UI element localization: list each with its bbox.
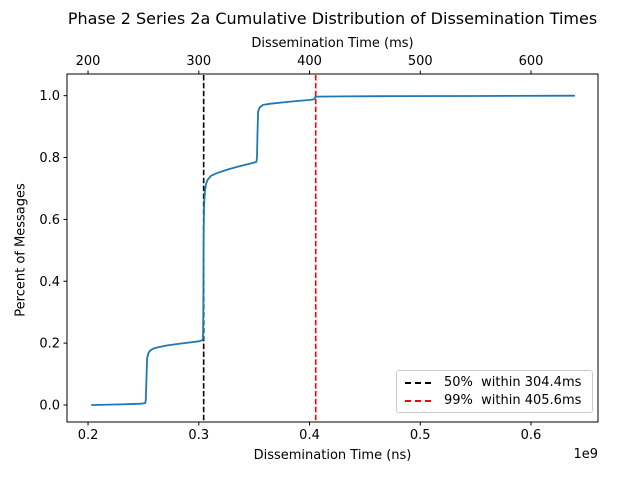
x-tick-label: 0.3 [188,428,209,443]
y-tick-label: 0.4 [39,275,60,290]
y-tick-label: 0.2 [39,337,60,352]
red-dashed-line-icon [405,400,432,402]
bottom-x-axis-label: Dissemination Time (ns) [253,448,412,463]
cdf-curve [91,94,576,406]
x-axis-offset-label: 1e9 [573,447,598,462]
legend-item-p99: 99% within 405.6ms [405,392,584,410]
legend: 50% within 304.4ms 99% within 405.6ms [396,370,593,413]
legend-label-p50: 50% within 304.4ms [444,375,582,390]
plot-border [66,73,599,423]
chart-title: Phase 2 Series 2a Cumulative Distributio… [67,9,598,28]
x-tick-label: 0.5 [410,428,431,443]
y-tick-label: 1.0 [39,89,60,104]
x-tick-label: 0.2 [78,428,99,443]
y-axis-label: Percent of Messages [13,183,29,317]
x-tick-label: 0.6 [521,428,542,443]
top-x-axis-label: Dissemination Time (ms) [251,36,414,51]
y-tick-label: 0.6 [39,213,60,228]
top-x-tick-label: 200 [76,54,101,69]
top-x-tick-label: 300 [186,54,211,69]
top-x-tick-label: 400 [297,54,322,69]
top-x-tick-label: 600 [519,54,544,69]
top-x-tick-label: 500 [408,54,433,69]
black-dashed-line-icon [405,382,432,384]
legend-label-p99: 99% within 405.6ms [444,393,582,408]
y-tick-label: 0.8 [39,151,60,166]
y-tick-label: 0.0 [39,398,60,413]
legend-item-p50: 50% within 304.4ms [405,374,584,392]
x-tick-label: 0.4 [299,428,320,443]
